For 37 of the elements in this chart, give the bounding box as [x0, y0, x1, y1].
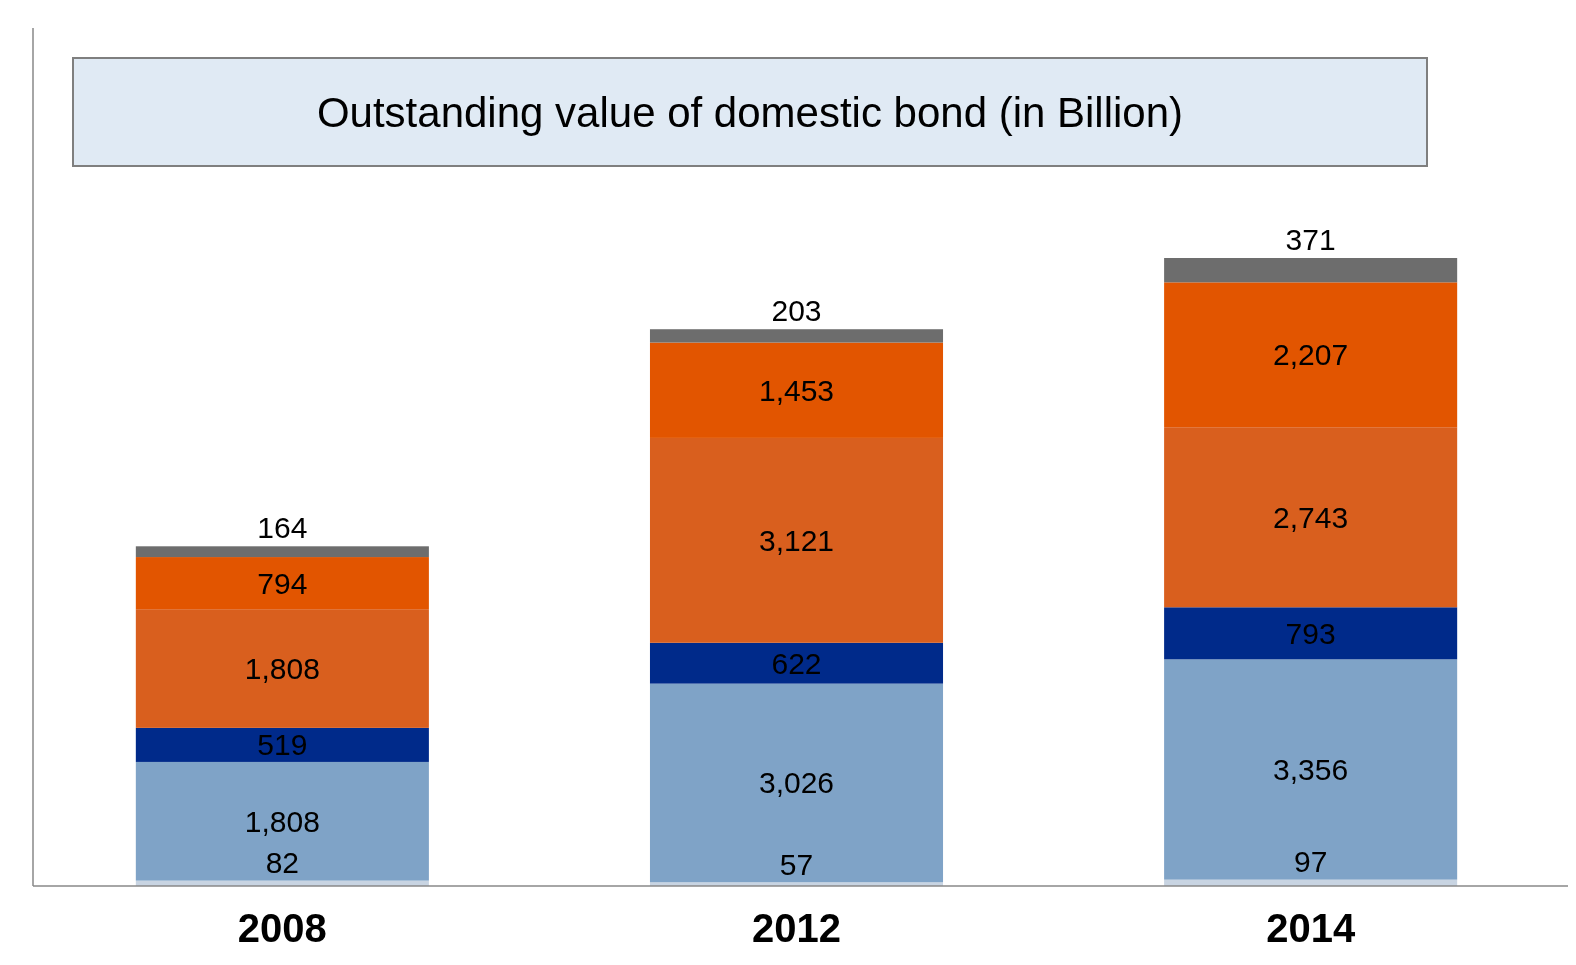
x-tick-label: 2008 [237, 906, 327, 950]
data-label: 97 [1293, 845, 1328, 879]
bar [135, 546, 429, 558]
x-tick-label: 2014 [1266, 906, 1356, 950]
bar [649, 683, 944, 883]
data-label: 3,026 [758, 766, 835, 800]
bar [1164, 607, 1458, 660]
bar [649, 437, 944, 643]
bar [649, 342, 944, 438]
data-label: 2,743 [1273, 500, 1349, 534]
bar [135, 727, 429, 762]
bar [135, 609, 429, 728]
data-label: 794 [257, 566, 308, 600]
data-label: 3,121 [758, 523, 835, 557]
data-label: 203 [771, 293, 822, 327]
data-label: 1,808 [244, 804, 320, 838]
data-label: 82 [265, 846, 300, 880]
bar [135, 557, 429, 610]
bar [1164, 258, 1458, 283]
bar [649, 642, 944, 684]
data-label: 164 [257, 510, 308, 544]
data-label: 3,356 [1273, 752, 1349, 786]
data-label: 519 [257, 728, 308, 762]
data-label: 622 [771, 646, 822, 680]
bar [1164, 427, 1458, 608]
data-label: 1,453 [758, 373, 835, 407]
chart-title: Outstanding value of domestic bond (in Billion) [316, 88, 1184, 136]
data-label: 793 [1285, 616, 1336, 650]
bar [1164, 659, 1458, 880]
data-label: 371 [1285, 222, 1336, 256]
x-tick-label: 2012 [752, 906, 841, 950]
data-label: 57 [779, 847, 814, 881]
bar [649, 329, 944, 343]
bar [135, 761, 429, 881]
bar [1164, 282, 1458, 428]
data-label: 1,808 [244, 652, 320, 686]
data-label: 2,207 [1273, 338, 1349, 372]
